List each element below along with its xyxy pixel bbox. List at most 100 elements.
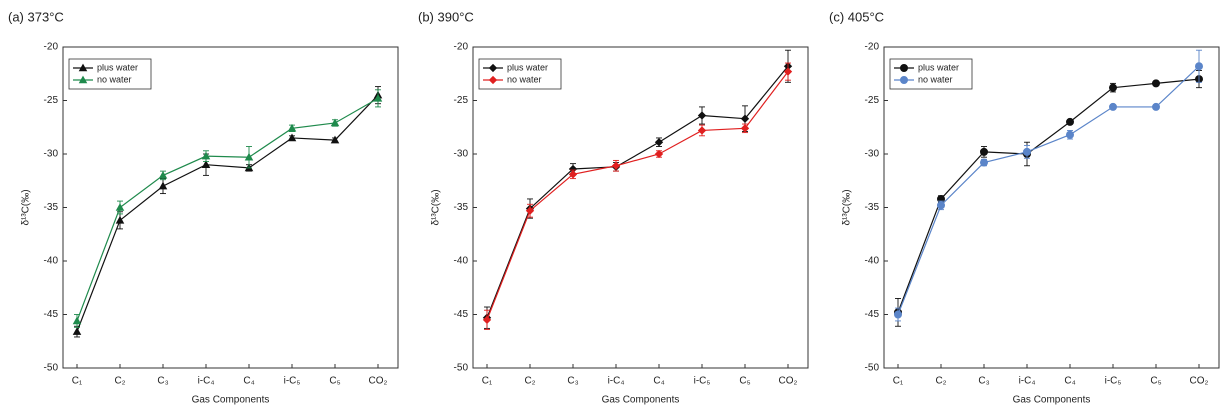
panel-title: (c) 405°C [829,9,884,24]
marker [937,201,946,210]
legend-label: no water [97,74,132,84]
marker [287,123,297,132]
marker [330,118,340,127]
y-tick-label: -25 [44,95,59,106]
y-tick-label: -45 [44,309,59,320]
x-tick-label: C₂ [114,376,125,387]
panel-title: (b) 390°C [418,9,474,24]
x-tick-label: C₁ [72,376,83,387]
x-tick-label: C₄ [243,376,254,387]
marker [525,206,535,215]
x-tick-label: i-C₄ [1019,376,1036,387]
x-tick-label: C₅ [1150,376,1161,387]
marker [1195,62,1204,71]
y-tick-label: -40 [865,256,880,267]
marker [201,151,211,160]
legend-box [889,58,973,90]
marker [158,170,168,179]
marker [1066,130,1075,139]
marker [900,76,909,85]
marker [201,160,211,168]
series-line [76,97,379,322]
marker [78,63,88,72]
panel: (a) 373°C -20 -25 -30 -35 -40 -45 -50 C₁ C₂ C₃ i-C₄… [8,9,399,406]
legend-label: no water [507,74,542,84]
y-tick-label: -50 [454,363,469,374]
marker [115,215,125,224]
y-tick-label: -30 [44,149,59,160]
x-axis-label: Gas Components [602,395,680,406]
marker [1066,117,1075,126]
plot-frame [472,46,809,369]
x-tick-label: C₄ [653,376,664,387]
marker [330,135,340,144]
legend-box [68,58,152,90]
marker [980,158,989,167]
x-tick-label: C₃ [157,376,168,387]
x-tick-label: C₅ [739,376,750,387]
series-line [897,78,1200,313]
x-tick-label: i-C₅ [1105,376,1122,387]
marker [78,75,88,84]
y-tick-label: -45 [865,309,880,320]
y-tick-label: -40 [44,256,59,267]
legend-box [478,58,562,90]
panel-title: (a) 373°C [8,9,64,24]
series-line [486,65,789,318]
x-tick-label: i-C₄ [608,376,625,387]
marker [1152,79,1161,88]
marker [900,64,909,73]
series-line [76,94,379,332]
y-tick-label: -45 [454,309,469,320]
y-tick-label: -50 [865,363,880,374]
marker [568,170,578,179]
x-tick-label: i-C₅ [284,376,301,387]
y-tick-label: -25 [865,95,880,106]
y-tick-label: -30 [454,149,469,160]
x-axis-label: Gas Components [192,395,270,406]
marker [72,316,82,325]
marker [783,67,793,76]
legend-label: plus water [97,62,138,72]
x-tick-label: CO₂ [369,376,388,387]
marker [697,126,707,135]
y-tick-label: -25 [454,95,469,106]
legend-label: no water [918,74,953,84]
y-tick-label: -20 [865,42,880,53]
marker [115,203,125,211]
legend-label: plus water [507,62,548,72]
x-tick-label: C₁ [893,376,904,387]
marker [244,152,254,161]
x-tick-label: C₂ [524,376,535,387]
marker [697,111,707,120]
x-tick-label: CO₂ [1190,376,1209,387]
y-axis-label: δ¹³C(‰) [842,189,853,225]
x-tick-label: C₄ [1064,376,1075,387]
series-line [897,65,1200,315]
panel: (b) 390°C -20 -25 -30 -35 -40 -45 -50 C₁ C₂ C₃ i-C₄… [418,9,809,406]
y-tick-label: -35 [454,202,469,213]
x-axis-label: Gas Components [1013,395,1091,406]
marker [72,327,82,335]
y-tick-label: -20 [44,42,59,53]
x-tick-label: CO₂ [779,376,798,387]
marker [1023,147,1032,156]
marker [1109,102,1118,111]
marker [373,93,383,102]
marker [1152,102,1161,111]
y-tick-label: -30 [865,149,880,160]
series-line [486,71,789,321]
x-tick-label: C₁ [482,376,493,387]
marker [488,63,498,73]
marker [287,133,297,142]
x-tick-label: i-C₄ [198,376,215,387]
marker [740,114,750,123]
x-tick-label: C₃ [567,376,578,387]
panel: (c) 405°C -20 -25 -30 -35 -40 -45 -50 C₁ C₂ C₃ i-C₄… [829,9,1220,406]
x-tick-label: i-C₅ [694,376,711,387]
y-tick-label: -20 [454,42,469,53]
y-axis-label: δ¹³C(‰) [21,189,32,225]
x-tick-label: C₃ [978,376,989,387]
marker [158,181,168,190]
marker [654,149,664,159]
